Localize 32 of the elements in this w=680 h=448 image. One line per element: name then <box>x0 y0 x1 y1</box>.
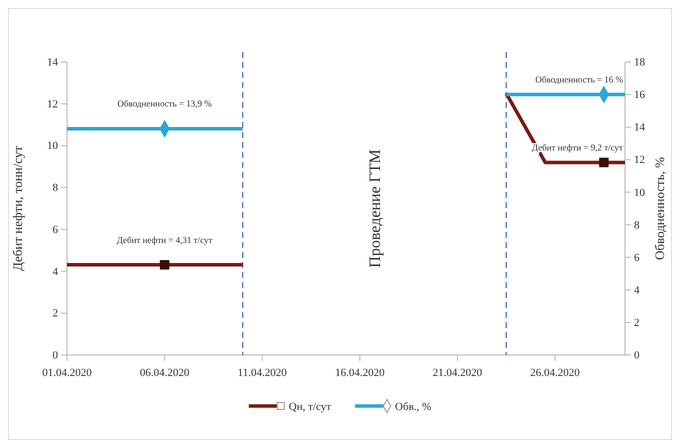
x-tick-label: 21.04.2020 <box>432 367 483 380</box>
y-tick-label: 6 <box>52 224 58 236</box>
y-tick-label: 2 <box>52 308 58 320</box>
y2-tick-label: 0 <box>634 350 640 362</box>
y2-tick-label: 16 <box>634 89 646 102</box>
y2-tick-label: 18 <box>634 56 646 69</box>
x-tick-label: 01.04.2020 <box>42 367 92 380</box>
y2-tick-label: 12 <box>634 154 645 166</box>
data-label: Обводненность = 13,9 % <box>117 98 212 109</box>
legend-label: Обв., % <box>395 401 432 413</box>
y2-tick-label: 2 <box>634 316 640 329</box>
annotation: Проведение ГТМ <box>367 149 384 268</box>
y-tick-label: 14 <box>47 56 58 69</box>
y2-tick-label: 6 <box>634 252 640 264</box>
x-tick-label: 11.04.2020 <box>238 367 288 380</box>
x-tick-label: 16.04.2020 <box>335 367 386 380</box>
y-tick-label: 4 <box>52 266 58 278</box>
y2-tick-label: 14 <box>634 122 646 134</box>
y-tick-label: 12 <box>47 98 58 110</box>
y-axis-title: Дебит нефти, тонн/сут <box>10 146 25 272</box>
y-tick-label: 0 <box>52 350 58 362</box>
x-tick-label: 26.04.2020 <box>530 367 580 380</box>
y2-axis-title: Обводненность, % <box>652 156 667 260</box>
data-label: Обводненность = 16 % <box>535 74 624 85</box>
y2-tick-label: 10 <box>634 186 646 199</box>
y2-tick-label: 4 <box>634 284 640 296</box>
y2-tick-label: 8 <box>634 219 640 232</box>
y-tick-label: 10 <box>47 140 58 152</box>
x-tick-label: 06.04.2020 <box>140 367 190 380</box>
data-label: Дебит нефти = 4,31 т/сут <box>116 234 212 245</box>
y-tick-label: 8 <box>52 182 58 194</box>
legend-label: Qн, т/сут <box>288 401 332 413</box>
